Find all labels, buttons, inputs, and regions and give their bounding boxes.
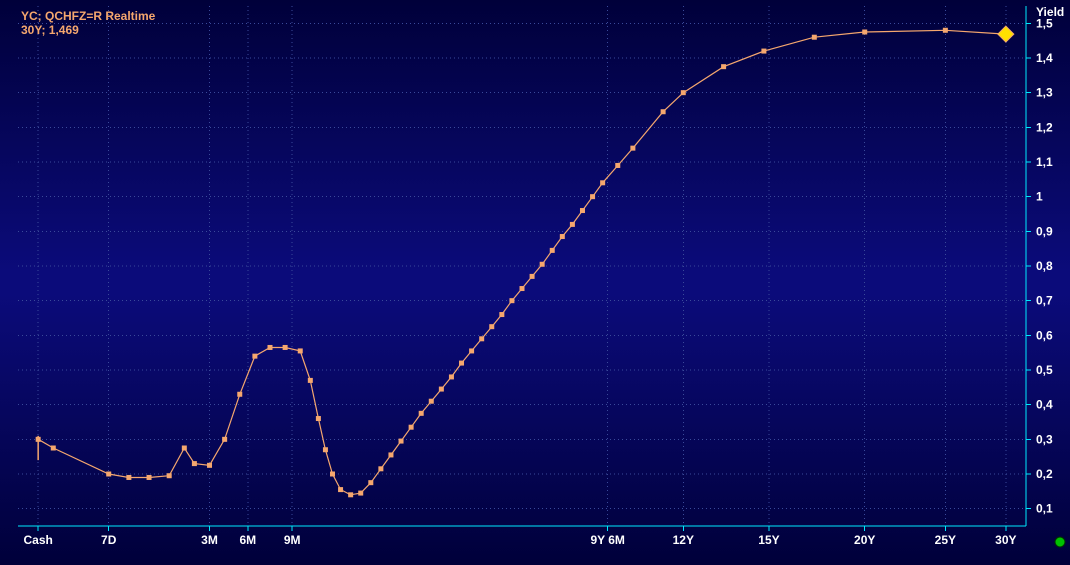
data-marker bbox=[550, 248, 555, 253]
x-tick-label: 9M bbox=[284, 533, 301, 547]
x-tick-label: 9Y 6M bbox=[590, 533, 624, 547]
data-marker bbox=[520, 286, 525, 291]
y-tick-label: 0,9 bbox=[1036, 224, 1053, 238]
data-marker bbox=[252, 354, 257, 359]
y-tick-label: 1,3 bbox=[1036, 86, 1053, 100]
data-marker bbox=[51, 446, 56, 451]
data-marker bbox=[459, 361, 464, 366]
data-marker bbox=[388, 452, 393, 457]
data-marker bbox=[126, 475, 131, 480]
data-marker bbox=[147, 475, 152, 480]
data-marker bbox=[330, 472, 335, 477]
data-marker bbox=[316, 416, 321, 421]
y-tick-label: 0,8 bbox=[1036, 259, 1053, 273]
y-tick-label: 0,7 bbox=[1036, 294, 1053, 308]
data-marker bbox=[469, 348, 474, 353]
x-tick-label: 6M bbox=[239, 533, 256, 547]
data-marker bbox=[167, 473, 172, 478]
data-marker bbox=[323, 447, 328, 452]
data-marker bbox=[409, 425, 414, 430]
data-marker bbox=[530, 274, 535, 279]
data-marker bbox=[268, 345, 273, 350]
y-tick-label: 1,2 bbox=[1036, 120, 1053, 134]
data-marker bbox=[419, 411, 424, 416]
data-marker bbox=[943, 28, 948, 33]
yield-curve-chart: 0,1 0,2 0,3 0,4 0,5 0,6 0,7 0,8 0,9 1 1,1 1,2 1,3 1,4… bbox=[0, 0, 1070, 565]
y-tick-label: 1,4 bbox=[1036, 51, 1053, 65]
x-tick-label: 3M bbox=[201, 533, 218, 547]
y-tick-label: 0,3 bbox=[1036, 432, 1053, 446]
y-tick-label: 0,6 bbox=[1036, 328, 1053, 342]
data-marker bbox=[479, 336, 484, 341]
chart-title-line2: 30Y; 1,469 bbox=[21, 23, 79, 37]
data-marker bbox=[399, 439, 404, 444]
data-marker bbox=[237, 392, 242, 397]
chart-background bbox=[0, 0, 1070, 565]
data-marker bbox=[308, 378, 313, 383]
data-marker bbox=[862, 30, 867, 35]
x-tick-label: 30Y bbox=[995, 533, 1016, 547]
y-tick-label: 0,2 bbox=[1036, 467, 1053, 481]
x-tick-label: 12Y bbox=[673, 533, 694, 547]
data-marker bbox=[106, 472, 111, 477]
data-marker bbox=[570, 222, 575, 227]
data-marker bbox=[222, 437, 227, 442]
y-tick-label: 1,1 bbox=[1036, 155, 1053, 169]
data-marker bbox=[368, 480, 373, 485]
data-marker bbox=[540, 262, 545, 267]
x-tick-label: 7D bbox=[101, 533, 117, 547]
data-marker bbox=[298, 348, 303, 353]
x-tick-label: 20Y bbox=[854, 533, 875, 547]
data-marker bbox=[615, 163, 620, 168]
data-marker bbox=[630, 146, 635, 151]
data-marker bbox=[499, 312, 504, 317]
data-marker bbox=[283, 345, 288, 350]
chart-title-line1: YC; QCHFZ=R Realtime bbox=[21, 9, 156, 23]
data-marker bbox=[812, 35, 817, 40]
x-tick-label: 15Y bbox=[758, 533, 779, 547]
data-marker bbox=[509, 298, 514, 303]
realtime-status-dot bbox=[1055, 537, 1065, 547]
data-marker bbox=[489, 324, 494, 329]
data-marker bbox=[207, 463, 212, 468]
data-marker bbox=[36, 437, 41, 442]
data-marker bbox=[449, 374, 454, 379]
data-marker bbox=[182, 446, 187, 451]
data-marker bbox=[192, 461, 197, 466]
data-marker bbox=[358, 491, 363, 496]
data-marker bbox=[439, 387, 444, 392]
data-marker bbox=[600, 180, 605, 185]
data-marker bbox=[590, 194, 595, 199]
data-marker bbox=[378, 466, 383, 471]
y-tick-label: 0,1 bbox=[1036, 502, 1053, 516]
data-marker bbox=[661, 109, 666, 114]
data-marker bbox=[429, 399, 434, 404]
y-tick-label: 0,4 bbox=[1036, 398, 1053, 412]
data-marker bbox=[580, 208, 585, 213]
y-tick-label: 1 bbox=[1036, 190, 1043, 204]
data-marker bbox=[560, 234, 565, 239]
data-marker bbox=[761, 49, 766, 54]
data-marker bbox=[348, 492, 353, 497]
x-tick-label: Cash bbox=[23, 533, 52, 547]
y-axis-title: Yield bbox=[1036, 5, 1064, 19]
data-marker bbox=[338, 487, 343, 492]
data-marker bbox=[681, 90, 686, 95]
y-tick-label: 0,5 bbox=[1036, 363, 1053, 377]
x-tick-label: 25Y bbox=[935, 533, 956, 547]
data-marker bbox=[721, 64, 726, 69]
